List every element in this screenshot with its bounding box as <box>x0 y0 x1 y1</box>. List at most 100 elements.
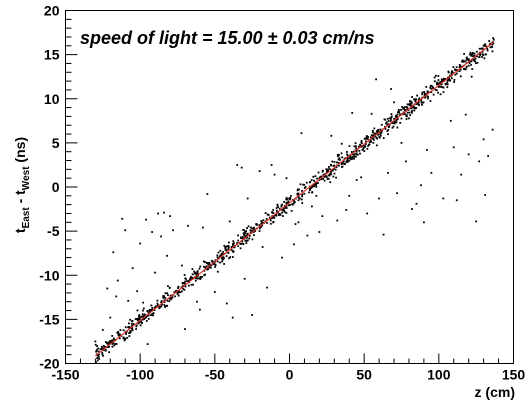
data-point <box>167 294 169 296</box>
data-point <box>204 273 207 276</box>
y-axis-title: tEast - tWest (ns) <box>12 137 32 233</box>
data-point <box>370 140 372 143</box>
data-point <box>368 143 371 146</box>
data-point <box>406 103 409 106</box>
data-point <box>435 89 438 92</box>
data-point <box>427 97 429 100</box>
data-point <box>454 73 457 76</box>
data-point <box>142 301 145 304</box>
y-axis-title-mid: - t <box>12 190 28 207</box>
data-point <box>351 111 354 114</box>
data-point <box>251 238 254 241</box>
data-point <box>482 54 485 57</box>
data-point <box>224 246 227 249</box>
data-point <box>112 251 115 254</box>
data-point <box>353 153 356 156</box>
data-point <box>469 53 471 56</box>
data-point <box>354 145 357 147</box>
data-point <box>224 249 227 251</box>
data-point <box>437 83 440 86</box>
data-point <box>438 81 441 84</box>
data-point <box>211 260 214 263</box>
data-point <box>410 100 413 103</box>
data-point <box>409 114 412 116</box>
data-point <box>251 314 254 316</box>
data-point <box>122 329 125 332</box>
data-point <box>196 270 199 272</box>
data-point <box>322 173 325 176</box>
data-point <box>184 280 187 283</box>
data-point <box>214 264 217 266</box>
data-point <box>315 184 317 187</box>
data-point <box>101 348 103 350</box>
data-point <box>247 225 250 228</box>
data-point <box>249 231 252 234</box>
data-point <box>144 316 146 319</box>
data-point <box>312 175 315 178</box>
data-point <box>491 43 494 46</box>
data-point <box>298 197 301 200</box>
data-point <box>390 118 392 120</box>
data-point <box>405 106 408 108</box>
data-point <box>145 218 148 221</box>
data-point <box>182 288 185 290</box>
data-point <box>433 76 436 79</box>
data-point <box>389 119 392 122</box>
data-point <box>355 153 357 156</box>
data-point <box>117 334 120 337</box>
data-point <box>228 220 231 223</box>
data-point <box>141 313 144 316</box>
data-point <box>315 185 318 188</box>
data-point <box>261 246 264 248</box>
data-point <box>101 346 103 348</box>
data-point <box>185 278 187 280</box>
data-point <box>301 193 304 196</box>
data-point <box>113 344 116 347</box>
data-point <box>434 74 437 77</box>
y-tick-label: 0 <box>52 179 60 195</box>
data-point <box>248 237 251 240</box>
data-point <box>393 101 395 104</box>
data-point <box>285 196 288 199</box>
data-point <box>341 165 344 168</box>
data-point <box>482 138 485 141</box>
data-point <box>452 146 455 149</box>
data-point <box>250 226 252 229</box>
data-point <box>345 160 348 163</box>
data-point <box>363 137 366 140</box>
data-point <box>243 277 246 280</box>
data-point <box>270 164 273 166</box>
data-point <box>244 232 247 235</box>
data-point <box>333 164 336 167</box>
data-point <box>488 40 491 42</box>
x-tick-label: 50 <box>356 367 372 383</box>
data-point <box>186 280 188 283</box>
data-point <box>476 50 478 53</box>
data-point <box>246 232 249 235</box>
data-point <box>168 286 171 289</box>
data-point <box>191 268 194 270</box>
data-point <box>453 79 456 81</box>
data-point <box>323 179 326 182</box>
data-point <box>177 290 180 293</box>
data-point <box>202 260 205 263</box>
data-point <box>171 296 174 299</box>
data-point <box>450 72 453 75</box>
data-point <box>151 313 154 315</box>
data-point <box>330 173 333 176</box>
data-point <box>464 59 467 62</box>
data-point <box>145 316 148 319</box>
data-point <box>203 274 206 277</box>
data-point <box>309 188 311 191</box>
data-point <box>182 282 184 285</box>
data-point <box>389 117 391 120</box>
data-point <box>227 246 230 249</box>
data-point <box>106 346 109 348</box>
data-point <box>281 215 284 217</box>
data-point <box>299 183 302 186</box>
data-point <box>209 266 212 269</box>
x-tick-label: -100 <box>126 367 154 383</box>
data-point <box>436 83 439 86</box>
data-point <box>483 57 486 60</box>
data-point <box>472 58 475 61</box>
